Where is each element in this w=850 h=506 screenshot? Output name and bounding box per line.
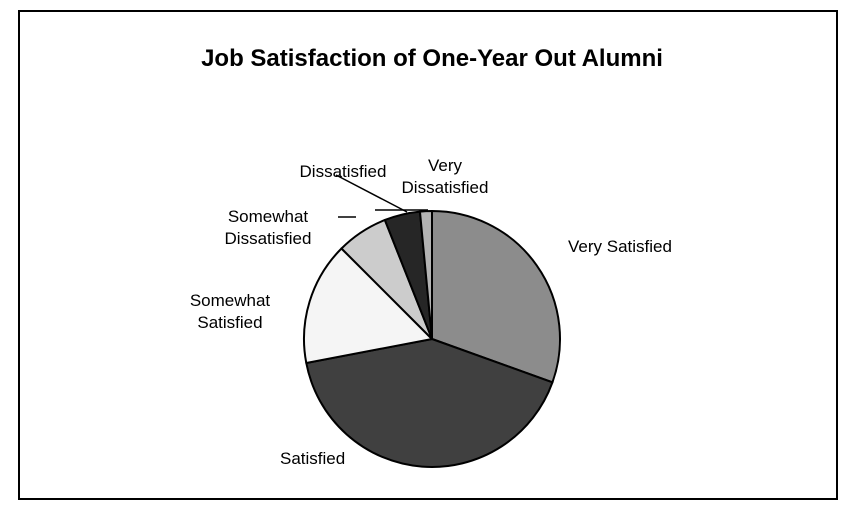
leader-lines bbox=[335, 174, 428, 218]
leader-dissatisfied bbox=[335, 174, 408, 213]
label-somewhat-satisfied: Somewhat Satisfied bbox=[190, 291, 271, 332]
label-satisfied: Satisfied bbox=[280, 449, 345, 468]
pie-slices bbox=[303, 210, 561, 468]
label-dissatisfied: Dissatisfied bbox=[300, 162, 387, 181]
slice-satisfied bbox=[305, 338, 554, 468]
chart-title: Job Satisfaction of One-Year Out Alumni bbox=[201, 45, 663, 72]
slice-very-satisfied bbox=[431, 210, 561, 384]
label-very-dissatisfied: Very Dissatisfied bbox=[402, 156, 489, 197]
label-very-satisfied: Very Satisfied bbox=[568, 237, 672, 256]
label-somewhat-dissatisfied: Somewhat Dissatisfied bbox=[225, 207, 312, 248]
slice-very-dissatisfied bbox=[418, 210, 433, 340]
slice-labels: Very Satisfied Satisfied Somewhat Satisfied… bbox=[190, 156, 672, 468]
slice-somewhat-satisfied bbox=[303, 247, 433, 364]
